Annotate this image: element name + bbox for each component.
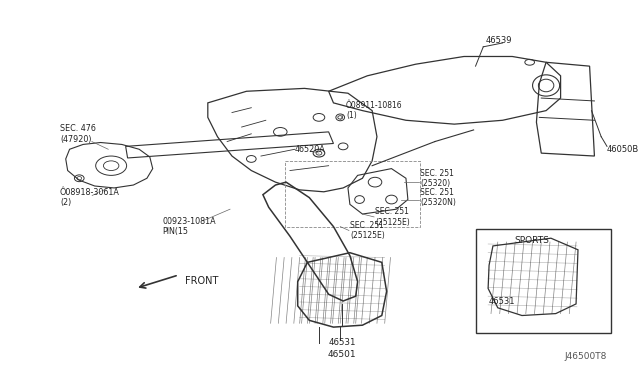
- Text: Ô08918-3061A
(2): Ô08918-3061A (2): [60, 188, 120, 207]
- Text: 46539: 46539: [485, 36, 512, 45]
- Text: SPORTS: SPORTS: [514, 235, 549, 245]
- Text: 46531: 46531: [328, 338, 356, 347]
- Text: 46520A: 46520A: [295, 145, 326, 154]
- Text: SEC. 251
(25125E): SEC. 251 (25125E): [375, 207, 410, 227]
- Text: FRONT: FRONT: [184, 276, 218, 286]
- Text: 46050B: 46050B: [607, 145, 639, 154]
- Text: SEC. 251
(25320N): SEC. 251 (25320N): [420, 188, 456, 207]
- Text: 00923-1081A
PIN(15: 00923-1081A PIN(15: [163, 217, 216, 236]
- Text: 46501: 46501: [328, 350, 356, 359]
- Text: SEC. 251
(25125E): SEC. 251 (25125E): [350, 221, 385, 240]
- Bar: [476, 228, 611, 333]
- Text: 46531: 46531: [489, 296, 516, 305]
- Text: J46500T8: J46500T8: [564, 352, 607, 360]
- Text: SEC. 476
(47920): SEC. 476 (47920): [60, 124, 96, 144]
- Text: Ô08911-10816
(1): Ô08911-10816 (1): [346, 101, 403, 120]
- Text: SEC. 251
(25320): SEC. 251 (25320): [420, 169, 454, 188]
